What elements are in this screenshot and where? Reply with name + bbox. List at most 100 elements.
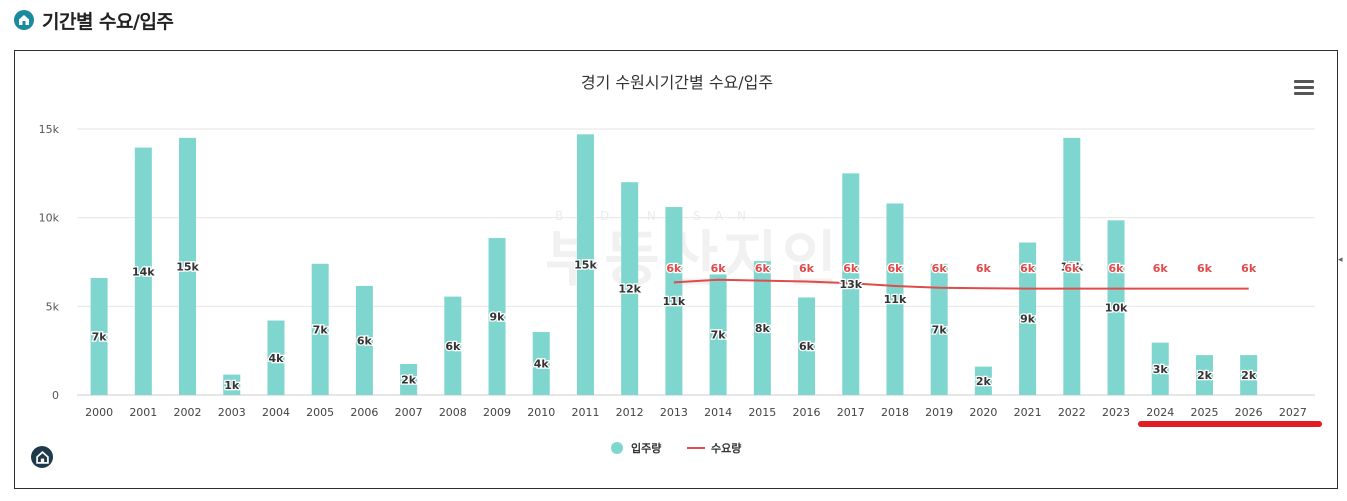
x-tick-label: 2003	[218, 406, 246, 419]
demand-data-label: 6k	[799, 262, 815, 275]
demand-data-label: 6k	[843, 262, 859, 275]
bar-2000[interactable]	[90, 277, 108, 395]
bar-data-label: 2k	[976, 375, 992, 388]
x-tick-label: 2025	[1190, 406, 1218, 419]
bar-data-label: 8k	[755, 322, 771, 335]
bar-2019[interactable]	[930, 263, 948, 395]
x-tick-label: 2012	[616, 406, 644, 419]
y-tick-label: 5k	[46, 300, 60, 313]
x-tick-label: 2011	[571, 406, 599, 419]
bar-2010[interactable]	[532, 332, 550, 395]
bar-2012[interactable]	[621, 182, 639, 395]
bar-data-label: 14k	[132, 265, 155, 278]
x-tick-label: 2008	[439, 406, 467, 419]
bar-data-label: 15k	[574, 259, 597, 272]
bar-2008[interactable]	[444, 296, 462, 395]
demand-line[interactable]	[673, 278, 1249, 290]
demand-data-label: 6k	[1153, 262, 1169, 275]
x-tick-label: 2002	[174, 406, 202, 419]
x-tick-label: 2013	[660, 406, 688, 419]
page-title: 기간별 수요/입주	[42, 10, 174, 33]
legend-item-supply[interactable]: 입주량	[611, 442, 661, 455]
bar-2022[interactable]	[1063, 137, 1081, 395]
y-tick-label: 10k	[39, 212, 60, 225]
bar-2014[interactable]	[709, 274, 727, 395]
x-tick-label: 2005	[306, 406, 334, 419]
bar-data-label: 6k	[445, 340, 461, 353]
bar-data-label: 15k	[1061, 260, 1084, 273]
bar-2004[interactable]	[267, 320, 285, 395]
bar-data-label: 9k	[1020, 313, 1036, 326]
page-header: 기간별 수요/입주	[14, 6, 174, 34]
x-tick-label: 2004	[262, 406, 290, 419]
x-tick-label: 2015	[748, 406, 776, 419]
y-tick-label: 15k	[39, 123, 60, 136]
bar-2007[interactable]	[400, 363, 418, 395]
x-tick-label: 2020	[969, 406, 997, 419]
bar-2009[interactable]	[488, 238, 506, 395]
x-tick-label: 2024	[1146, 406, 1174, 419]
demand-data-label: 6k	[887, 262, 903, 275]
x-tick-label: 2018	[881, 406, 909, 419]
bar-data-label: 7k	[313, 323, 329, 336]
x-tick-label: 2010	[527, 406, 555, 419]
chart-title: 경기 수원시기간별 수요/입주	[581, 73, 773, 92]
bar-2006[interactable]	[355, 285, 373, 395]
bar-data-label: 11k	[884, 293, 907, 306]
x-tick-label: 2027	[1279, 406, 1307, 419]
chart-menu-button[interactable]	[1291, 77, 1317, 99]
menu-bar-2	[1294, 86, 1314, 89]
y-tick-label: 0	[52, 389, 59, 402]
bar-2023[interactable]	[1107, 220, 1125, 395]
demand-data-label: 6k	[932, 262, 948, 275]
bar-2002[interactable]	[179, 137, 197, 395]
bar-data-label: 1k	[224, 379, 240, 392]
bar-2021[interactable]	[1019, 242, 1037, 395]
x-tick-label: 2023	[1102, 406, 1130, 419]
bar-data-label: 6k	[799, 340, 815, 353]
legend-label-supply: 입주량	[631, 442, 661, 455]
bar-data-label: 13k	[839, 278, 862, 291]
expand-arrow-icon[interactable]: ◂	[1338, 255, 1343, 265]
bar-data-label: 7k	[932, 323, 948, 336]
bar-data-label: 6k	[357, 334, 373, 347]
bar-data-label: 3k	[1153, 363, 1169, 376]
x-tick-label: 2014	[704, 406, 732, 419]
bar-data-label: 2k	[1197, 369, 1213, 382]
bar-data-label: 10k	[1105, 302, 1128, 315]
menu-bar-3	[1294, 92, 1314, 95]
bar-2013[interactable]	[665, 207, 683, 395]
bar-2025[interactable]	[1195, 355, 1213, 395]
demand-data-label: 6k	[1241, 262, 1257, 275]
bar-2003[interactable]	[223, 374, 241, 395]
x-tick-label: 2007	[395, 406, 423, 419]
bar-data-label: 7k	[711, 329, 727, 342]
bar-data-label: 7k	[92, 330, 108, 343]
bar-data-label: 2k	[1241, 369, 1257, 382]
x-tick-label: 2001	[129, 406, 157, 419]
x-tick-label: 2019	[925, 406, 953, 419]
site-logo-icon	[31, 446, 53, 468]
x-tick-label: 2021	[1014, 406, 1042, 419]
bar-2015[interactable]	[753, 261, 771, 395]
x-tick-label: 2026	[1235, 406, 1263, 419]
x-tick-label: 2000	[85, 406, 113, 419]
bar-data-label: 11k	[663, 295, 686, 308]
bar-2005[interactable]	[311, 263, 329, 395]
bar-2018[interactable]	[886, 203, 904, 395]
bar-2024[interactable]	[1151, 342, 1169, 395]
bar-2026[interactable]	[1240, 355, 1258, 395]
bar-2011[interactable]	[576, 134, 594, 395]
legend-item-demand[interactable]: 수요량	[687, 442, 741, 455]
chart-svg: 경기 수원시기간별 수요/입주 0 5k 10k 15k 7k 14k 15k 1k 4k 7k…	[39, 73, 1322, 455]
legend-label-demand: 수요량	[711, 442, 741, 455]
bar-2020[interactable]	[974, 366, 992, 395]
bar-2001[interactable]	[134, 147, 152, 395]
bar-data-label: 2k	[401, 373, 417, 386]
demand-data-label: 6k	[1197, 262, 1213, 275]
bar-2016[interactable]	[798, 297, 816, 395]
bar-data-label: 9k	[490, 311, 506, 324]
x-tick-label: 2006	[350, 406, 378, 419]
demand-data-label: 6k	[976, 262, 992, 275]
bar-data-label: 12k	[618, 283, 641, 296]
